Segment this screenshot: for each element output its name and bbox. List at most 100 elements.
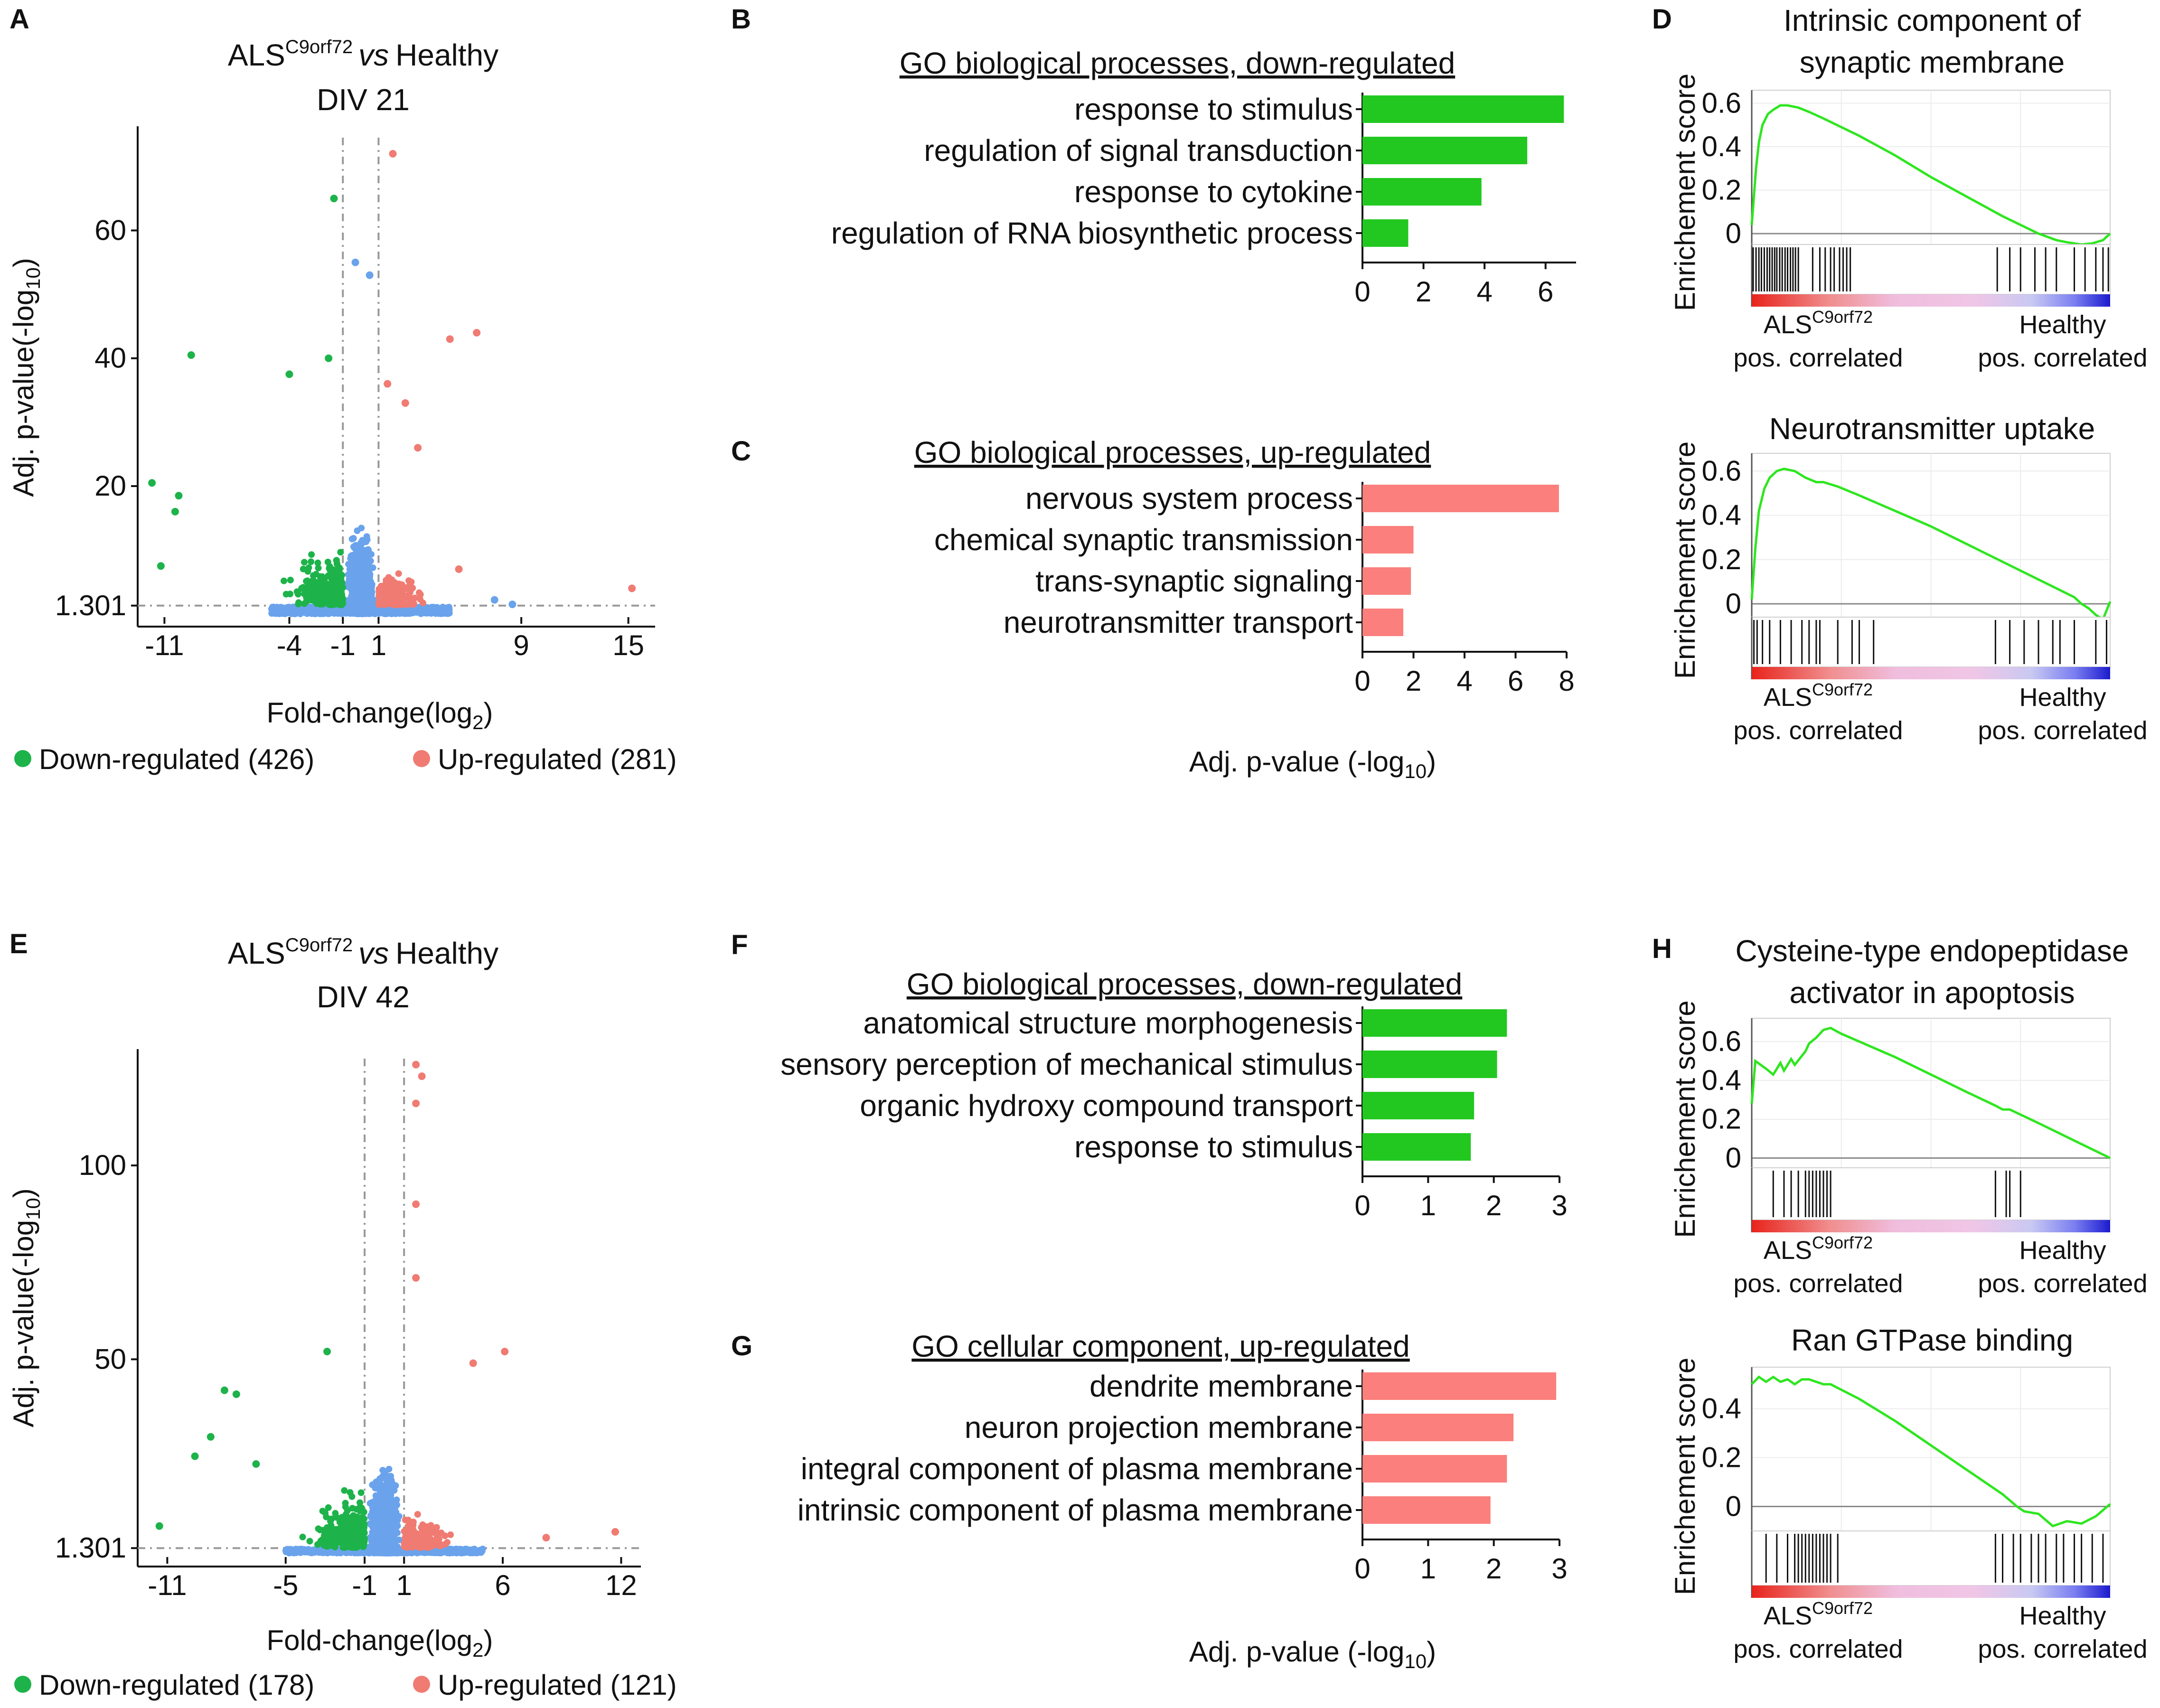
point-up: [396, 596, 404, 603]
point-ns: [490, 596, 498, 604]
point-down: [300, 565, 307, 572]
point-ns: [391, 1487, 398, 1494]
point-ns: [380, 1548, 387, 1556]
point-down: [324, 558, 331, 565]
point-down: [299, 1533, 306, 1540]
point-ns: [281, 607, 288, 614]
point-ns: [421, 610, 428, 617]
point-ns: [353, 593, 360, 600]
point-down: [328, 1522, 335, 1529]
point-down: [280, 577, 287, 584]
point-down: [171, 507, 179, 516]
panel-a-xlabel: Fold-change(log2): [267, 697, 493, 733]
x-tick-label: 15: [612, 629, 644, 661]
point-down: [301, 559, 308, 566]
point-down: [330, 195, 338, 203]
point-up: [376, 585, 383, 592]
point-ns: [372, 1520, 379, 1527]
x-tick-label: -5: [273, 1569, 298, 1601]
point-ns: [358, 583, 365, 591]
point-down: [317, 1538, 324, 1545]
y-tick-label: 100: [79, 1149, 126, 1181]
point-up: [383, 592, 390, 600]
point-down: [322, 593, 329, 600]
point-up: [416, 596, 423, 603]
point-ns: [297, 1548, 304, 1555]
panel-a-points: [148, 150, 636, 618]
point-down: [342, 1511, 349, 1518]
point-ns: [390, 1547, 397, 1554]
point-ns: [348, 608, 355, 615]
point-ns: [359, 559, 366, 566]
legend-a-up: Up-regulated (281): [438, 743, 677, 775]
point-ns: [350, 563, 357, 570]
panel-e-points: [155, 1060, 619, 1557]
point-up: [384, 380, 392, 388]
point-down: [300, 586, 307, 593]
x-tick-label: 12: [605, 1569, 637, 1601]
point-ns: [383, 610, 390, 617]
point-ns: [270, 608, 277, 615]
panel-a-subtitle: DIV 21: [317, 83, 410, 117]
legend-a-down-dot: [14, 750, 31, 767]
point-down: [285, 370, 293, 378]
legend-a-up-dot: [413, 750, 430, 767]
point-ns: [476, 1548, 483, 1556]
point-down: [287, 576, 294, 583]
panel-e-subtitle: DIV 42: [317, 980, 410, 1014]
point-down: [175, 492, 183, 500]
point-down: [353, 1522, 360, 1530]
point-down: [352, 1537, 359, 1544]
point-ns: [360, 593, 367, 601]
point-ns: [359, 565, 366, 572]
y-tick-label: 60: [94, 214, 126, 246]
point-ns: [314, 609, 321, 616]
panel-a-title: ALSC9orf72 vs Healthy: [228, 37, 498, 72]
point-down: [338, 572, 346, 579]
point-ns: [384, 1533, 391, 1540]
point-up: [395, 581, 403, 588]
point-ns: [379, 1506, 386, 1513]
point-ns: [309, 1547, 316, 1554]
point-down: [315, 564, 322, 572]
point-down: [318, 586, 325, 593]
y-tick-label: 20: [94, 470, 126, 502]
point-down: [314, 591, 321, 599]
point-down: [315, 1525, 322, 1532]
x-tick-label: -11: [145, 629, 184, 661]
y-tick-label: 40: [94, 342, 126, 374]
point-down: [358, 1534, 366, 1541]
point-down: [360, 1543, 367, 1550]
point-down: [187, 351, 195, 359]
point-down: [319, 578, 326, 585]
point-up: [414, 444, 422, 452]
y-tick-label: 1.301: [55, 590, 126, 621]
point-down: [311, 579, 319, 586]
point-ns: [376, 1477, 383, 1484]
point-ns: [368, 1536, 375, 1543]
point-down: [306, 1538, 313, 1545]
point-down: [347, 1489, 354, 1496]
point-up: [415, 589, 423, 596]
point-down: [325, 1532, 332, 1539]
point-down: [339, 600, 347, 607]
point-down: [287, 591, 294, 598]
point-down: [308, 558, 315, 565]
point-ns: [381, 1498, 388, 1505]
point-down: [332, 582, 339, 589]
point-down: [333, 557, 340, 564]
point-down: [337, 1533, 344, 1540]
point-ns: [351, 258, 359, 266]
point-ns: [453, 1545, 460, 1552]
point-down: [325, 1504, 332, 1511]
panel-e-title: ALSC9orf72 vs Healthy: [228, 935, 498, 970]
x-tick-label: -4: [277, 629, 302, 661]
panel-e: E ALSC9orf72 vs Healthy DIV 42 1.30150100-…: [8, 929, 677, 1701]
point-up: [389, 150, 397, 158]
x-tick-label: 9: [513, 629, 529, 661]
point-ns: [362, 577, 369, 584]
point-ns: [366, 559, 373, 566]
point-ns: [469, 1546, 476, 1553]
